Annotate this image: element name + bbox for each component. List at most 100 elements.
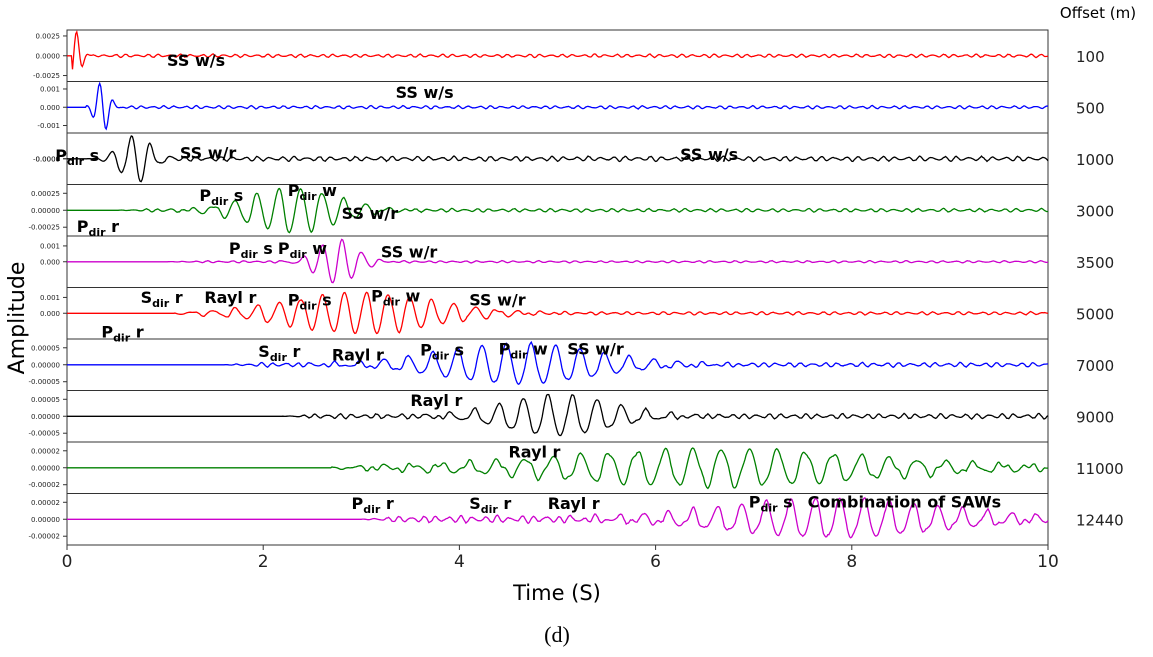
y-tick-label: -0.0000 <box>33 155 60 163</box>
seismic-trace <box>67 447 1048 490</box>
phase-annotation: SS w/r <box>381 243 438 262</box>
phase-annotation: SS w/r <box>567 339 624 358</box>
offset-label: 12440 <box>1076 511 1124 529</box>
y-tick-label: 0.0000 <box>36 52 61 60</box>
phase-annotation: Pdir s <box>199 186 243 208</box>
seismic-trace <box>67 238 1049 284</box>
offset-label: 3500 <box>1076 254 1114 272</box>
y-tick-label: 0.000 <box>40 258 60 266</box>
phase-annotation: Rayl r <box>332 346 384 365</box>
phase-annotation: SS w/r <box>342 204 399 223</box>
phase-annotation: Combination of SAWs <box>808 493 1002 512</box>
trace-panel: 0.001 0.000 5000 <box>40 287 1114 340</box>
phase-annotation: Pdir s <box>55 146 99 168</box>
y-tick-label: 0.00005 <box>31 396 60 404</box>
y-tick-label: 0.00002 <box>31 499 60 507</box>
phase-annotation: Pdir s <box>420 341 464 363</box>
offset-label: 11000 <box>1076 460 1124 478</box>
trace-panels: 0.0025 0.0000 -0.0025 100 0.001 0.000 -0.001 50… <box>29 29 1124 546</box>
panel-frame <box>66 184 1049 237</box>
seismic-trace <box>67 393 1049 437</box>
y-tick-label: 0.00002 <box>31 447 60 455</box>
phase-annotation: Sdir r <box>469 494 511 516</box>
x-axis-label: Time (S) <box>512 581 601 605</box>
offset-label: 7000 <box>1076 357 1114 375</box>
y-tick-label: 0.00000 <box>31 516 60 524</box>
trace-panel: 0.00002 0.00000 -0.00002 11000 <box>29 441 1124 494</box>
offset-label: 3000 <box>1076 202 1114 220</box>
trace-panel: 0.00025 0.00000 -0.00025 3000 <box>29 184 1114 237</box>
trace-panel: 0.001 0.000 3500 <box>40 235 1114 288</box>
offset-label: 500 <box>1076 99 1105 117</box>
phase-annotation: Pdir r <box>101 323 143 345</box>
y-tick-label: -0.00025 <box>29 224 60 232</box>
seismic-trace <box>67 29 1049 70</box>
y-tick-label: 0.00005 <box>31 344 60 352</box>
phase-annotation: Pdir w <box>371 287 420 309</box>
y-tick-label: 0.00000 <box>31 413 60 421</box>
y-tick-label: 0.000 <box>40 310 60 318</box>
y-tick-label: -0.001 <box>37 122 60 130</box>
x-tick-label: 2 <box>258 552 269 572</box>
x-tick-label: 6 <box>650 552 661 572</box>
figure-caption: (d) <box>544 622 570 647</box>
offset-label: 1000 <box>1076 151 1114 169</box>
trace-panel: 0.00005 0.00000 -0.00005 7000 <box>29 338 1114 391</box>
phase-annotation: SS w/s <box>396 83 454 102</box>
seismic-trace <box>67 496 1049 539</box>
y-tick-label: 0.000 <box>40 104 60 112</box>
phase-annotation: Pdir r <box>77 217 119 239</box>
phase-annotation: Pdir w <box>499 339 548 361</box>
phase-annotation: Rayl r <box>508 442 560 461</box>
y-tick-label: 0.0000 <box>36 155 61 163</box>
phase-annotation: Sdir r <box>258 342 300 364</box>
seismic-trace <box>67 187 1049 234</box>
y-tick-label: 0.00000 <box>31 464 60 472</box>
phase-annotation: Rayl r <box>204 288 256 307</box>
y-tick-label: -0.00005 <box>29 430 60 438</box>
y-tick-label: 0.001 <box>40 242 60 250</box>
y-tick-label: -0.00002 <box>29 481 60 489</box>
phase-annotation: SS w/r <box>469 290 526 309</box>
offset-label: 9000 <box>1076 408 1114 426</box>
x-tick-label: 8 <box>846 552 857 572</box>
x-axis: 0 2 4 6 8 10 <box>62 545 1059 572</box>
seismic-trace <box>67 340 1049 385</box>
seismic-trace <box>67 291 1049 335</box>
trace-panel: 0.00005 0.00000 -0.00005 9000 <box>29 390 1114 443</box>
phase-annotation: Pdir s <box>288 290 332 312</box>
phase-annotation: SS w/r <box>180 144 237 163</box>
phase-annotation: Rayl r <box>410 391 462 410</box>
x-tick-label: 0 <box>62 552 73 572</box>
phase-annotation: SS w/s <box>680 145 738 164</box>
y-tick-label: 0.001 <box>40 294 60 302</box>
y-tick-label: 0.00025 <box>31 190 60 198</box>
offset-label: 5000 <box>1076 305 1114 323</box>
y-tick-label: -0.00002 <box>29 533 60 541</box>
phase-annotation: SS w/s <box>167 51 225 70</box>
phase-annotation: Pdir s <box>229 239 273 261</box>
y-tick-label: 0.00000 <box>31 207 60 215</box>
phase-annotation: Sdir r <box>141 288 183 310</box>
offset-label: 100 <box>1076 48 1105 66</box>
seismic-trace <box>67 81 1049 131</box>
trace-panel: 0.00002 0.00000 -0.00002 12440 <box>29 493 1124 546</box>
phase-annotation: Pdir w <box>288 181 337 203</box>
y-tick-label: 0.00000 <box>31 361 60 369</box>
y-axis-label: Amplitude <box>5 262 30 375</box>
y-tick-label: 0.001 <box>40 85 60 93</box>
seismic-trace <box>67 135 1049 183</box>
phase-annotation: Pdir r <box>351 494 393 516</box>
trace-panel: 0.001 0.000 -0.001 500 <box>37 81 1105 134</box>
offset-header: Offset (m) <box>1060 4 1136 22</box>
phase-annotation: Pdir s <box>749 493 793 515</box>
y-tick-label: 0.0025 <box>36 32 61 40</box>
x-tick-label: 4 <box>454 552 465 572</box>
phase-annotation: Rayl r <box>548 494 600 513</box>
y-tick-label: -0.0025 <box>33 72 60 80</box>
x-tick-label: 10 <box>1037 552 1059 572</box>
phase-annotation: Pdir w <box>278 239 327 261</box>
y-tick-label: -0.00005 <box>29 378 60 386</box>
